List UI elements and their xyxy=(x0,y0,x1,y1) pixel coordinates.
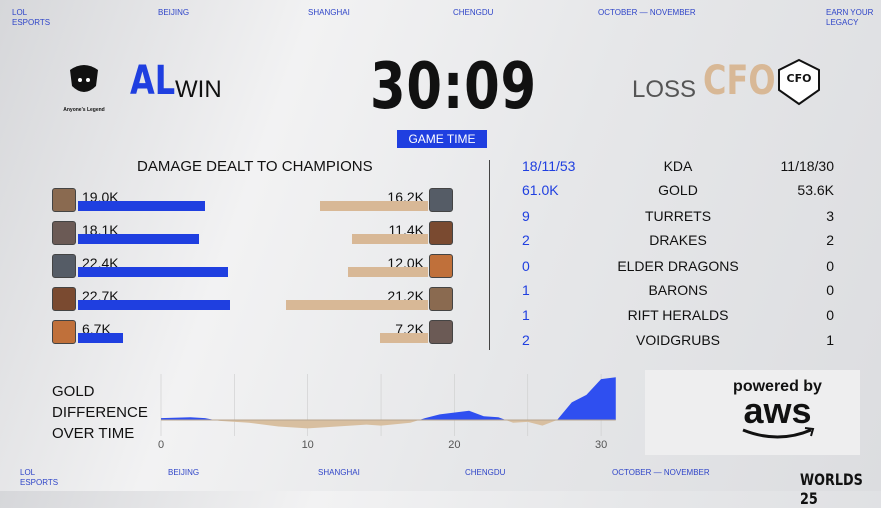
champion-portrait-left xyxy=(52,254,76,278)
gold-difference-chart: 0 10 20 30 xyxy=(158,374,616,451)
stat-left-value: 0 xyxy=(522,258,530,274)
stat-row: VOIDGRUBS 2 1 xyxy=(522,332,834,352)
team-left-tag: AL xyxy=(130,58,176,104)
footer-item: SHANGHAI xyxy=(318,468,360,477)
svg-text:CFO: CFO xyxy=(787,72,812,85)
footer-item: OCTOBER — NOVEMBER xyxy=(612,468,710,477)
damage-bar-left xyxy=(78,267,228,277)
x-tick-label: 0 xyxy=(158,439,164,451)
champion-portrait-left xyxy=(52,221,76,245)
damage-bar-left xyxy=(78,333,123,343)
team-right-tag: CFO xyxy=(703,58,776,104)
x-tick-label: 20 xyxy=(448,439,460,451)
stat-row: BARONS 1 0 xyxy=(522,282,834,302)
damage-bar-left xyxy=(78,234,200,244)
stat-left-value: 1 xyxy=(522,307,530,323)
damage-bar-right xyxy=(319,201,428,211)
stat-right-value: 11/18/30 xyxy=(780,158,834,174)
damage-bar-left xyxy=(78,300,230,310)
damage-bar-right xyxy=(286,300,428,310)
stat-right-value: 3 xyxy=(826,208,834,224)
sponsor-panel: powered by aws xyxy=(645,370,860,455)
damage-title: DAMAGE DEALT TO CHAMPIONS xyxy=(137,158,373,175)
stat-right-value: 1 xyxy=(826,332,834,348)
footer-item: LOL ESPORTS xyxy=(20,468,59,487)
footer-item: BEIJING xyxy=(168,468,200,477)
champion-portrait-left xyxy=(52,188,76,212)
stat-right-value: 0 xyxy=(826,307,834,323)
stat-left-value: 9 xyxy=(522,208,530,224)
champion-portrait-right xyxy=(429,287,453,311)
sponsor-powered-by: powered by xyxy=(733,378,822,395)
team-left-logo-text: Anyone's Legend xyxy=(63,107,105,113)
stat-row: TURRETS 9 3 xyxy=(522,208,834,228)
stat-label: GOLD xyxy=(658,182,698,198)
aws-logo: aws xyxy=(743,390,812,431)
stat-label: BARONS xyxy=(648,282,708,298)
stat-row: DRAKES 2 2 xyxy=(522,232,834,252)
stat-left-value: 18/11/53 xyxy=(522,158,576,174)
damage-bar-right xyxy=(351,234,428,244)
champion-portrait-right xyxy=(429,254,453,278)
stat-label: TURRETS xyxy=(644,208,712,224)
champion-portrait-left xyxy=(52,320,76,344)
stat-label: VOIDGRUBS xyxy=(635,332,720,348)
game-time: 30:09 xyxy=(370,50,537,124)
team-right-logo: CFO xyxy=(775,58,823,106)
header-item: CHENGDU xyxy=(453,8,494,17)
header-item: BEIJING xyxy=(158,8,190,17)
stat-left-value: 1 xyxy=(522,282,530,298)
stat-label: DRAKES xyxy=(649,232,707,248)
damage-bar-right xyxy=(347,267,428,277)
x-tick-label: 30 xyxy=(595,439,607,451)
header-item: LOL ESPORTS xyxy=(12,8,51,27)
game-time-label: GAME TIME xyxy=(397,130,487,148)
stat-row: GOLD 61.0K 53.6K xyxy=(522,182,834,202)
gold-chart-title: GOLD DIFFERENCE OVER TIME xyxy=(52,383,148,442)
champion-portrait-right xyxy=(429,221,453,245)
stat-row: ELDER DRAGONS 0 0 xyxy=(522,258,834,278)
stat-label: ELDER DRAGONS xyxy=(617,258,739,274)
footer-item: CHENGDU xyxy=(465,468,506,477)
header-item: EARN YOUR LEGACY xyxy=(826,8,874,27)
header-item: OCTOBER — NOVEMBER xyxy=(598,8,696,17)
stat-left-value: 61.0K xyxy=(522,182,559,198)
stat-label: KDA xyxy=(663,158,693,174)
stat-label: RIFT HERALDS xyxy=(627,307,729,323)
team-right-result: LOSS xyxy=(632,76,697,103)
aws-smile-icon xyxy=(741,427,814,439)
gold-area-positive xyxy=(161,377,616,420)
stat-right-value: 2 xyxy=(826,232,834,248)
worlds-logo: WORLDS 25 xyxy=(800,470,863,508)
divider xyxy=(489,160,490,350)
champion-portrait-right xyxy=(429,320,453,344)
stat-right-value: 53.6K xyxy=(797,182,834,198)
damage-bar-right xyxy=(379,333,428,343)
x-tick-label: 10 xyxy=(302,439,314,451)
champion-portrait-left xyxy=(52,287,76,311)
stat-left-value: 2 xyxy=(522,232,530,248)
team-left-logo: Anyone's Legend xyxy=(62,58,106,113)
stat-right-value: 0 xyxy=(826,282,834,298)
champion-portrait-right xyxy=(429,188,453,212)
gold-area-negative xyxy=(161,420,616,429)
damage-bar-left xyxy=(78,201,206,211)
stat-left-value: 2 xyxy=(522,332,530,348)
stat-row: KDA 18/11/53 11/18/30 xyxy=(522,158,834,178)
team-left-result: WIN xyxy=(175,76,222,103)
header-item: SHANGHAI xyxy=(308,8,350,17)
stat-right-value: 0 xyxy=(826,258,834,274)
stat-row: RIFT HERALDS 1 0 xyxy=(522,307,834,327)
